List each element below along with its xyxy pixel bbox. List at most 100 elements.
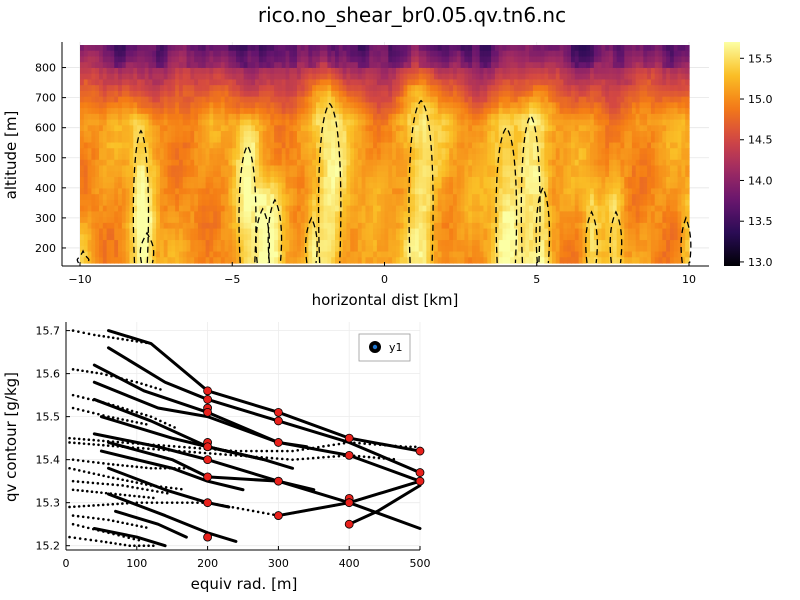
heatmap-cell (411, 85, 416, 92)
heatmap-cell (491, 148, 496, 155)
heatmap-cell (304, 154, 309, 161)
heatmap-cell (201, 165, 207, 172)
heatmap-cell (323, 240, 329, 247)
heatmap-cell (422, 182, 427, 190)
heatmap-cell (133, 251, 138, 258)
heatmap-cell (239, 171, 245, 178)
heatmap-cell (388, 73, 393, 81)
heatmap-cell (148, 245, 153, 253)
heatmap-cell (354, 136, 359, 144)
heatmap-cell (110, 108, 115, 115)
heatmap-cell (106, 217, 112, 224)
heatmap-cell (118, 62, 123, 69)
heatmap-cell (357, 228, 363, 235)
heatmap-cell (137, 245, 142, 253)
heatmap-cell (392, 228, 397, 235)
heatmap-cell (506, 90, 511, 98)
heatmap-cell (213, 222, 218, 230)
heatmap-cell (460, 136, 466, 144)
heatmap-cell (277, 194, 283, 201)
heatmap-cell (414, 251, 420, 258)
heatmap-cell (407, 113, 412, 121)
heatmap-cell (95, 188, 100, 195)
heatmap-cell (430, 102, 435, 109)
heatmap-cell (437, 251, 443, 258)
heatmap-cell (365, 148, 370, 155)
heatmap-cell (197, 79, 203, 86)
heatmap-cell (91, 251, 96, 258)
heatmap-cell (289, 159, 294, 167)
heatmap-cell (106, 199, 112, 207)
heatmap-cell (414, 102, 420, 109)
heatmap-cell (491, 234, 496, 241)
heatmap-cell (129, 113, 134, 121)
heatmap-cell (255, 159, 260, 167)
heatmap-cell (369, 159, 374, 167)
heatmap-cell (99, 199, 104, 207)
heatmap-cell (483, 96, 488, 103)
heatmap-cell (494, 113, 500, 121)
heatmap-cell (99, 251, 104, 258)
heatmap-cell (551, 257, 557, 264)
heatmap-cell (95, 148, 100, 155)
heatmap-cell (110, 257, 115, 264)
heatmap-cell (506, 85, 511, 92)
heatmap-cell (106, 148, 112, 155)
heatmap-cell (167, 222, 172, 230)
heatmap-cell (83, 240, 89, 247)
heatmap-cell (118, 188, 123, 195)
heatmap-cell (510, 85, 515, 92)
heatmap-cell (239, 62, 245, 69)
heatmap-cell (464, 251, 469, 258)
heatmap-cell (304, 182, 309, 190)
heatmap-cell (426, 113, 431, 121)
heatmap-cell (281, 205, 287, 212)
heatmap-cell (175, 85, 180, 92)
heatmap-cell (373, 67, 378, 75)
heatmap-cell (494, 234, 500, 241)
heatmap-cell (80, 222, 85, 230)
heatmap-cell (255, 113, 260, 121)
heatmap-cell (555, 165, 561, 172)
heatmap-cell (449, 56, 454, 63)
heatmap-cell (182, 211, 188, 218)
heatmap-cell (342, 159, 348, 167)
heatmap-cell (277, 108, 283, 115)
heatmap-cell (350, 96, 355, 103)
heatmap-cell (121, 176, 127, 184)
heatmap-cell (555, 108, 561, 115)
heatmap-cell (205, 257, 211, 264)
heatmap-cell (91, 85, 96, 92)
heatmap-cell (152, 79, 157, 86)
heatmap-cell (441, 108, 446, 115)
heatmap-cell (171, 171, 176, 178)
heatmap-cell (479, 102, 485, 109)
heatmap-cell (433, 176, 439, 184)
heatmap-cell (464, 154, 469, 161)
heatmap-cell (262, 119, 268, 126)
heatmap-cell (217, 56, 222, 63)
heatmap-cell (411, 131, 416, 138)
heatmap-cell (521, 211, 526, 218)
heatmap-cell (95, 251, 100, 258)
heatmap-cell (498, 45, 504, 52)
heatmap-cell (224, 228, 230, 235)
heatmap-cell (118, 113, 123, 121)
heatmap-cell (125, 222, 131, 230)
heatmap-cell (551, 56, 557, 63)
heatmap-cell (479, 211, 485, 218)
heatmap-cell (491, 62, 496, 69)
heatmap-cell (323, 165, 329, 172)
heatmap-cell (346, 188, 351, 195)
heatmap-cell (422, 211, 427, 218)
heatmap-cell (498, 211, 504, 218)
heatmap-cell (376, 96, 382, 103)
heatmap-cell (433, 234, 439, 241)
heatmap-cell (373, 56, 378, 63)
heatmap-cell (102, 125, 108, 132)
heatmap-cell (574, 131, 580, 138)
heatmap-cell (350, 251, 355, 258)
heatmap-cell (544, 90, 549, 98)
heatmap-cell (140, 199, 146, 207)
